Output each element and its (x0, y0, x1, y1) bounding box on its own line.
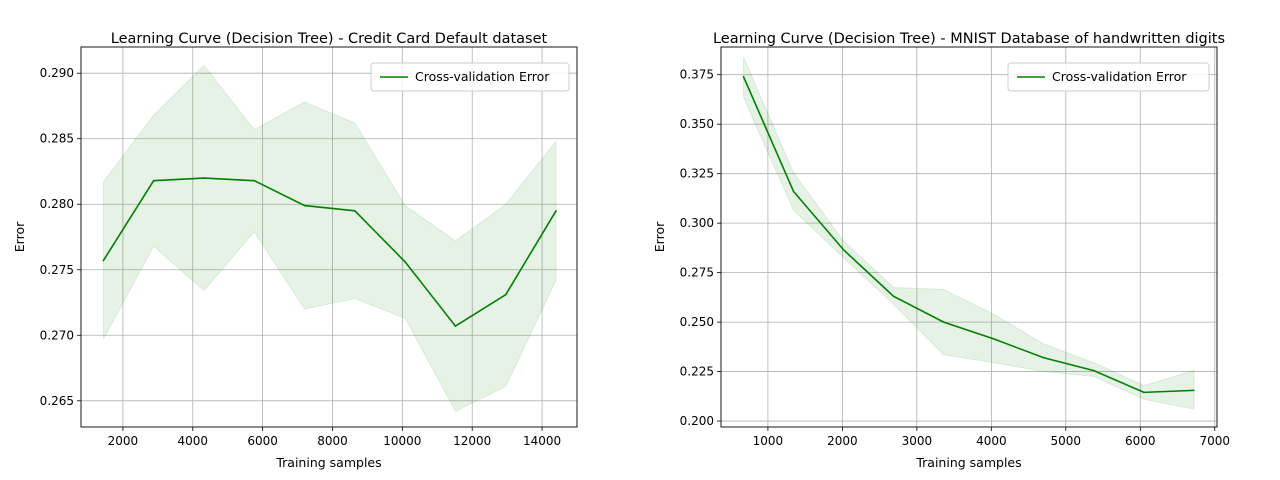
data-point (303, 204, 306, 207)
std-band (742, 56, 1195, 410)
legend: Cross-validation Error (1007, 62, 1210, 92)
y-tick-label: 0.300 (680, 216, 714, 230)
data-point (152, 179, 155, 182)
series-line (102, 177, 557, 328)
y-tick-label: 0.375 (680, 68, 714, 82)
x-tick-label: 10000 (383, 434, 421, 448)
x-tick-label: 6000 (247, 434, 278, 448)
y-tick-label: 0.265 (40, 394, 74, 408)
y-tick-label: 0.250 (680, 315, 714, 329)
y-tick-label: 0.225 (680, 365, 714, 379)
data-point (454, 325, 457, 327)
x-tick-label: 4000 (976, 434, 1007, 448)
x-axis-label: Training samples (915, 455, 1021, 470)
legend-label: Cross-validation Error (1052, 69, 1187, 84)
chart-mnist: 1000 2000 3000 4000 5000 6000 7000 0.200 0.225 0.… (652, 31, 1230, 470)
data-point (203, 177, 205, 179)
chart-title: Learning Curve (Decision Tree) - Credit … (111, 31, 548, 47)
data-point (1042, 356, 1045, 359)
data-point (102, 259, 105, 262)
data-point (892, 295, 895, 298)
data-point (1093, 369, 1095, 372)
std-band (102, 64, 557, 412)
y-tick-label: 0.275 (680, 266, 714, 280)
data-point (404, 261, 406, 263)
y-tick-label: 0.200 (680, 414, 714, 428)
data-point (992, 338, 995, 340)
data-point (354, 209, 356, 212)
chart-credit-card: 2000 4000 6000 8000 10000 12000 14000 0.265 0.27… (12, 31, 578, 470)
legend-label: Cross-validation Error (415, 69, 550, 84)
data-point (555, 209, 557, 212)
data-point (1193, 389, 1195, 392)
data-point (1143, 391, 1145, 394)
data-point (942, 321, 945, 323)
legend: Cross-validation Error (370, 62, 570, 92)
legend-box (1007, 62, 1210, 92)
y-tick-label: 0.285 (40, 132, 74, 146)
x-tick-label: 7000 (1199, 434, 1230, 448)
x-tick-label: 2000 (108, 434, 139, 448)
data-point (842, 249, 845, 251)
data-point (504, 293, 507, 296)
x-tick-label: 2000 (827, 434, 858, 448)
y-tick-label: 0.270 (40, 328, 74, 342)
chart-title: Learning Curve (Decision Tree) - MNIST D… (713, 31, 1225, 47)
x-axis-label: Training samples (275, 455, 381, 470)
x-tick-label: 4000 (178, 434, 209, 448)
x-tick-label: 8000 (317, 434, 348, 448)
x-tick-label: 3000 (902, 434, 933, 448)
data-point (742, 75, 745, 78)
x-tick-label: 5000 (1051, 434, 1082, 448)
series-line (742, 76, 1194, 394)
y-axis-label: Error (12, 221, 27, 252)
x-tick-label: 12000 (453, 434, 491, 448)
y-tick-label: 0.275 (40, 263, 74, 277)
legend-box (370, 62, 570, 92)
data-point (253, 179, 256, 182)
data-point (792, 190, 795, 193)
axes-frame (80, 46, 578, 428)
y-tick-label: 0.290 (40, 66, 74, 80)
y-tick-label: 0.325 (680, 167, 714, 181)
x-tick-label: 6000 (1125, 434, 1156, 448)
axes-frame (720, 46, 1218, 428)
y-tick-label: 0.350 (680, 117, 714, 131)
y-axis-label: Error (652, 221, 667, 252)
x-tick-label: 1000 (753, 434, 784, 448)
y-tick-label: 0.280 (40, 197, 74, 211)
x-tick-label: 14000 (523, 434, 561, 448)
